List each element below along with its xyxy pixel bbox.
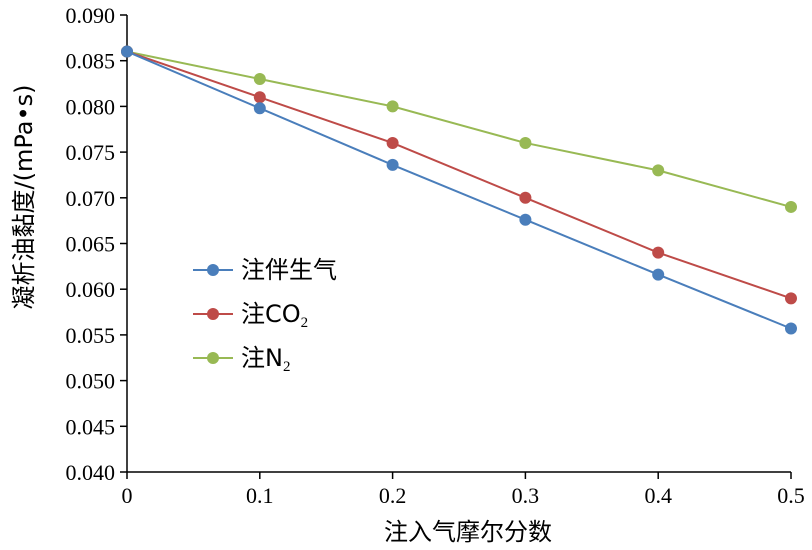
data-point — [519, 136, 532, 149]
legend-swatch-marker — [207, 352, 219, 364]
legend-item: 注CO2 — [193, 300, 308, 331]
legend-swatch-marker — [207, 308, 219, 320]
data-point — [253, 91, 266, 104]
x-tick-label: 0.3 — [512, 483, 540, 508]
series-1 — [121, 45, 797, 305]
series-2 — [121, 45, 797, 213]
data-point — [652, 246, 665, 259]
data-point — [386, 100, 399, 113]
legend-item: 注伴生气 — [193, 256, 337, 284]
y-tick-label: 0.075 — [66, 140, 116, 165]
x-tick-label: 0.1 — [246, 483, 274, 508]
y-tick-label: 0.090 — [66, 3, 116, 28]
x-tick-label: 0.5 — [777, 483, 805, 508]
data-point — [519, 191, 532, 204]
legend-label: 注CO2 — [241, 300, 308, 331]
series-line — [126, 50, 792, 330]
series-line — [126, 50, 792, 300]
legend-label: 注伴生气 — [241, 256, 337, 284]
y-tick-label: 0.055 — [66, 323, 116, 348]
data-point — [785, 292, 797, 305]
axes — [126, 15, 791, 473]
legend-label-main: 注伴生气 — [241, 256, 337, 284]
series-line — [126, 50, 792, 208]
data-point — [121, 45, 133, 58]
y-tick-label: 0.080 — [66, 94, 116, 119]
legend-label: 注N2 — [241, 344, 290, 375]
x-tick-label: 0.2 — [379, 483, 407, 508]
y-tick-label: 0.050 — [66, 369, 116, 394]
legend-label-subscript: 2 — [301, 315, 309, 331]
legend-swatch-marker — [207, 264, 219, 276]
legend-label-main: 注CO — [241, 300, 301, 328]
data-point — [386, 158, 399, 171]
x-axis-title: 注入气摩尔分数 — [384, 518, 552, 546]
legend-label-subscript: 2 — [283, 359, 291, 375]
x-tick-label: 0.4 — [644, 483, 672, 508]
y-tick-label: 0.040 — [66, 460, 116, 485]
data-point — [785, 200, 797, 213]
y-tick-label: 0.045 — [66, 414, 116, 439]
data-point — [253, 102, 266, 115]
x-ticks: 0 0.1 0.2 0.3 0.4 0.5 — [122, 472, 805, 508]
data-point — [519, 213, 532, 226]
data-point — [785, 322, 797, 335]
series-0 — [121, 45, 797, 335]
y-tick-label: 0.085 — [66, 49, 116, 74]
y-axis-title: 凝析油黏度/(mPa•s) — [10, 85, 38, 310]
data-point — [253, 72, 266, 85]
y-ticks: 0.040 0.045 0.050 0.055 0.060 0.065 0.070 0.075… — [66, 3, 127, 485]
x-tick-label: 0 — [122, 483, 133, 508]
y-tick-label: 0.060 — [66, 277, 116, 302]
legend-label-main: 注N — [241, 344, 283, 372]
legend-item: 注N2 — [193, 344, 290, 375]
data-point — [386, 136, 399, 149]
data-point — [652, 164, 665, 177]
y-tick-label: 0.065 — [66, 232, 116, 257]
data-point — [652, 268, 665, 281]
series-group — [121, 45, 797, 335]
y-tick-label: 0.070 — [66, 186, 116, 211]
